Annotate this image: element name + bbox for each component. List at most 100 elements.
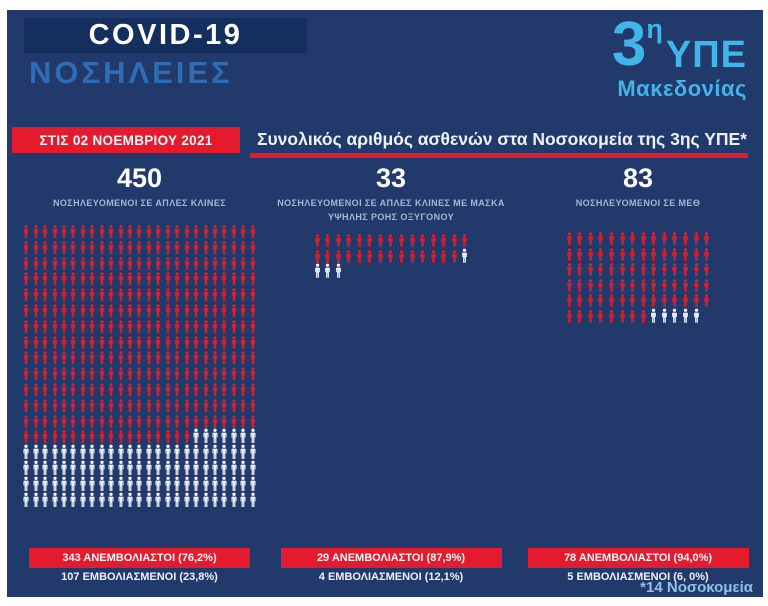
person-icon-unvaccinated xyxy=(192,241,200,255)
person-icon-unvaccinated xyxy=(230,272,238,286)
unvaccinated-stat-bar: 78 ΑΝΕΜΒΟΛΙΑΣΤΟΙ (94,0%) xyxy=(527,548,749,568)
person-icon-unvaccinated xyxy=(98,320,106,334)
person-icon-unvaccinated xyxy=(117,225,125,239)
person-icon-vaccinated xyxy=(88,492,97,507)
person-icon-unvaccinated xyxy=(32,225,40,239)
person-icon-unvaccinated xyxy=(60,304,68,318)
person-icon-unvaccinated xyxy=(145,257,153,271)
person-icon-vaccinated xyxy=(69,445,78,460)
person-icon-unvaccinated xyxy=(60,288,68,302)
person-icon-unvaccinated xyxy=(397,234,406,248)
person-icon-unvaccinated xyxy=(192,415,200,429)
person-icon-vaccinated xyxy=(323,263,333,278)
person-icon-unvaccinated xyxy=(154,272,162,286)
person-icon-vaccinated xyxy=(211,492,220,507)
person-icon-unvaccinated xyxy=(702,279,711,293)
person-icon-unvaccinated xyxy=(239,257,247,271)
person-icon-vaccinated xyxy=(135,460,144,475)
person-icon-vaccinated xyxy=(50,476,59,491)
person-icon-unvaccinated xyxy=(69,304,77,318)
person-icon-unvaccinated xyxy=(51,288,59,302)
person-icon-unvaccinated xyxy=(702,232,711,246)
person-icon-unvaccinated xyxy=(154,225,162,239)
person-icon-unvaccinated xyxy=(126,351,134,365)
person-icon-unvaccinated xyxy=(41,415,49,429)
person-icon-vaccinated xyxy=(107,476,116,491)
person-icon-unvaccinated xyxy=(79,430,87,444)
person-icon-vaccinated xyxy=(59,492,68,507)
person-icon-unvaccinated xyxy=(41,336,49,350)
person-icon-unvaccinated xyxy=(429,234,438,248)
person-icon-vaccinated xyxy=(144,445,153,460)
person-icon-unvaccinated xyxy=(79,225,87,239)
person-icon-unvaccinated xyxy=(98,367,106,381)
person-icon-vaccinated xyxy=(69,476,78,491)
person-icon-unvaccinated xyxy=(173,351,181,365)
person-icon-unvaccinated xyxy=(145,430,153,444)
person-icon-unvaccinated xyxy=(154,288,162,302)
person-icon-unvaccinated xyxy=(88,320,96,334)
person-icon-unvaccinated xyxy=(79,304,87,318)
person-icon-unvaccinated xyxy=(154,430,162,444)
person-icon-unvaccinated xyxy=(183,288,191,302)
person-icon-unvaccinated xyxy=(220,320,228,334)
person-icon-unvaccinated xyxy=(220,304,228,318)
person-icon-unvaccinated xyxy=(22,351,30,365)
person-icon-unvaccinated xyxy=(211,336,219,350)
person-icon-unvaccinated xyxy=(192,304,200,318)
person-icon-unvaccinated xyxy=(88,288,96,302)
person-icon-vaccinated xyxy=(248,445,257,460)
person-icon-unvaccinated xyxy=(618,232,627,246)
covid-title: COVID-19 xyxy=(88,19,243,51)
person-icon-unvaccinated xyxy=(692,263,701,277)
person-icon-unvaccinated xyxy=(79,320,87,334)
person-icon-unvaccinated xyxy=(202,399,210,413)
person-icon-vaccinated xyxy=(50,445,59,460)
person-icon-unvaccinated xyxy=(628,263,637,277)
person-icon-unvaccinated xyxy=(173,367,181,381)
footnote: *14 Νοσοκομεία xyxy=(640,579,753,596)
person-icon-unvaccinated xyxy=(183,415,191,429)
person-icon-unvaccinated xyxy=(88,304,96,318)
person-icon-unvaccinated xyxy=(154,383,162,397)
person-icon-unvaccinated xyxy=(173,336,181,350)
person-icon-unvaccinated xyxy=(79,336,87,350)
person-icon-unvaccinated xyxy=(596,263,605,277)
person-icon-unvaccinated xyxy=(126,241,134,255)
person-icon-unvaccinated xyxy=(211,304,219,318)
person-icon-unvaccinated xyxy=(323,250,332,264)
person-icon-unvaccinated xyxy=(117,430,125,444)
person-icon-unvaccinated xyxy=(386,234,395,248)
person-icon-unvaccinated xyxy=(69,225,77,239)
person-icon-unvaccinated xyxy=(649,294,658,308)
person-icon-unvaccinated xyxy=(220,257,228,271)
person-icon-unvaccinated xyxy=(565,310,574,324)
person-icon-vaccinated xyxy=(41,476,50,491)
person-icon-unvaccinated xyxy=(107,336,115,350)
person-icon-vaccinated xyxy=(192,445,201,460)
person-icon-unvaccinated xyxy=(249,336,257,350)
person-icon-unvaccinated xyxy=(88,241,96,255)
person-icon-unvaccinated xyxy=(249,415,257,429)
person-icon-unvaccinated xyxy=(249,320,257,334)
person-icon-vaccinated xyxy=(78,476,87,491)
person-icon-unvaccinated xyxy=(164,241,172,255)
person-icon-unvaccinated xyxy=(249,241,257,255)
person-icon-unvaccinated xyxy=(408,250,417,264)
person-icon-unvaccinated xyxy=(596,310,605,324)
person-icon-unvaccinated xyxy=(60,336,68,350)
person-icon-unvaccinated xyxy=(192,336,200,350)
person-icon-unvaccinated xyxy=(575,248,584,262)
person-icon-unvaccinated xyxy=(192,320,200,334)
person-icon-vaccinated xyxy=(239,476,248,491)
person-icon-unvaccinated xyxy=(126,415,134,429)
person-icon-unvaccinated xyxy=(313,234,322,248)
person-icon-unvaccinated xyxy=(249,399,257,413)
person-icon-unvaccinated xyxy=(211,383,219,397)
person-icon-unvaccinated xyxy=(41,367,49,381)
person-icon-unvaccinated xyxy=(365,234,374,248)
person-icon-unvaccinated xyxy=(702,294,711,308)
person-icon-unvaccinated xyxy=(192,367,200,381)
person-icon-vaccinated xyxy=(163,476,172,491)
person-icon-unvaccinated xyxy=(79,241,87,255)
